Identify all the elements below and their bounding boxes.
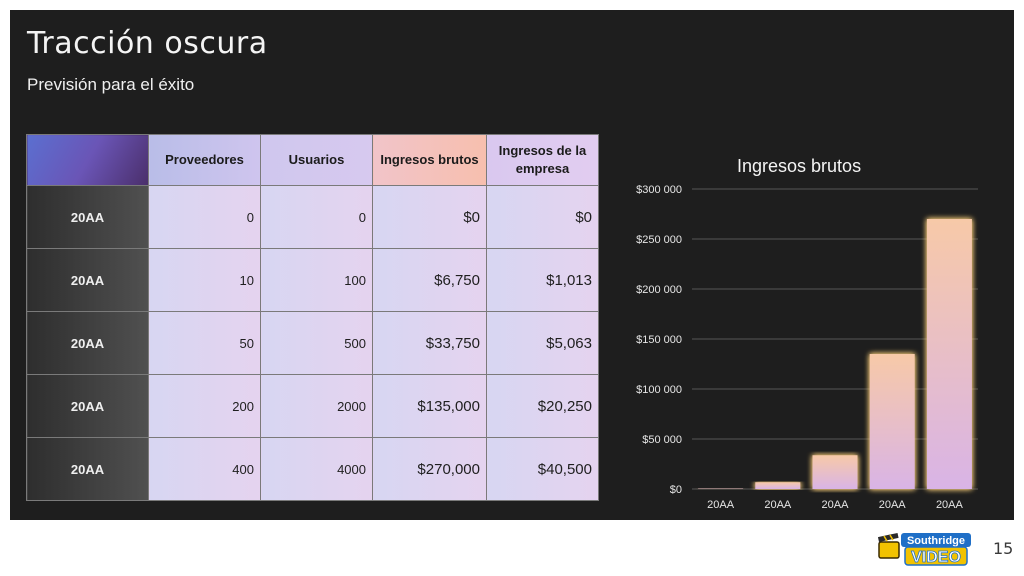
usuarios-cell: 0 <box>260 185 373 249</box>
table-header-row: Proveedores Usuarios Ingresos brutos Ing… <box>26 134 599 186</box>
header-usuarios: Usuarios <box>260 134 373 186</box>
southridge-video-logo: Southridge VIDEO <box>877 532 971 566</box>
logo-line1: Southridge <box>907 535 965 547</box>
ingresos-brutos-cell: $0 <box>372 185 487 249</box>
logo-line2: VIDEO <box>911 549 961 566</box>
proveedores-cell: 0 <box>148 185 261 249</box>
ingresos-empresa-cell: $40,500 <box>486 437 599 501</box>
year-cell: 20AA <box>26 185 149 249</box>
ingresos-empresa-cell: $1,013 <box>486 248 599 312</box>
ingresos-empresa-cell: $0 <box>486 185 599 249</box>
year-cell: 20AA <box>26 311 149 375</box>
usuarios-cell: 4000 <box>260 437 373 501</box>
clapperboard-icon <box>877 532 900 559</box>
ingresos-empresa-cell: $20,250 <box>486 374 599 438</box>
ingresos-brutos-cell: $135,000 <box>372 374 487 438</box>
table-row: 20AA 200 2000 $135,000 $20,250 <box>26 374 599 438</box>
revenue-table: Proveedores Usuarios Ingresos brutos Ing… <box>26 134 599 501</box>
chart-title: Ingresos brutos <box>737 156 862 176</box>
year-cell: 20AA <box>26 437 149 501</box>
year-cell: 20AA <box>26 374 149 438</box>
page-number: 15 <box>993 539 1014 558</box>
table-corner-cell <box>26 134 149 186</box>
table-row: 20AA 400 4000 $270,000 $40,500 <box>26 437 599 501</box>
ingresos-empresa-cell: $5,063 <box>486 311 599 375</box>
usuarios-cell: 2000 <box>260 374 373 438</box>
table-row: 20AA 50 500 $33,750 $5,063 <box>26 311 599 375</box>
usuarios-cell: 100 <box>260 248 373 312</box>
year-cell: 20AA <box>26 248 149 312</box>
proveedores-cell: 50 <box>148 311 261 375</box>
table-row: 20AA 0 0 $0 $0 <box>26 185 599 249</box>
ingresos-brutos-cell: $33,750 <box>372 311 487 375</box>
proveedores-cell: 400 <box>148 437 261 501</box>
proveedores-cell: 10 <box>148 248 261 312</box>
table-row: 20AA 10 100 $6,750 $1,013 <box>26 248 599 312</box>
header-ingresos-brutos: Ingresos brutos <box>372 134 487 186</box>
header-proveedores: Proveedores <box>148 134 261 186</box>
ingresos-brutos-cell: $6,750 <box>372 248 487 312</box>
header-ingresos-empresa: Ingresos de la empresa <box>486 134 599 186</box>
slide-title: Tracción oscura <box>27 26 268 61</box>
slide-subtitle: Previsión para el éxito <box>27 75 195 94</box>
ingresos-brutos-cell: $270,000 <box>372 437 487 501</box>
usuarios-cell: 500 <box>260 311 373 375</box>
proveedores-cell: 200 <box>148 374 261 438</box>
